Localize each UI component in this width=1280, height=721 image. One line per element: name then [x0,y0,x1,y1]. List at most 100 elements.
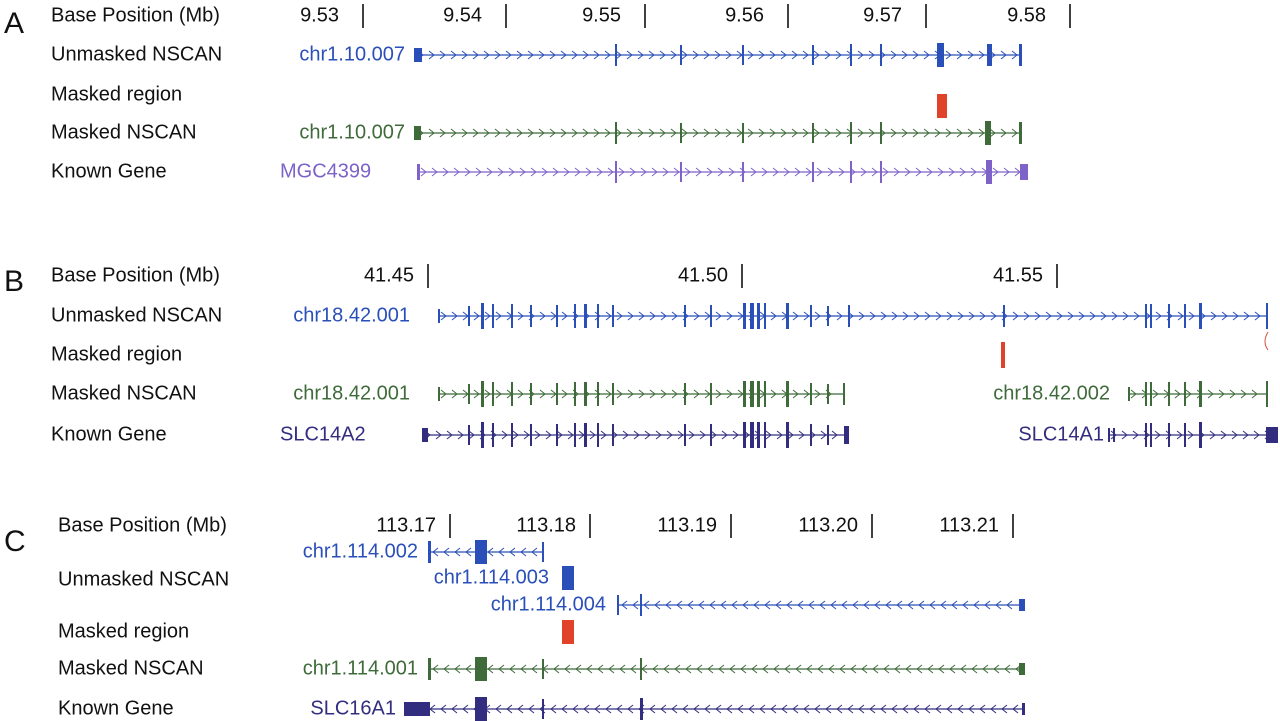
exon [1266,427,1278,443]
exon [1199,381,1202,407]
tick-label: 113.21 [939,514,999,536]
exon [481,303,484,329]
exon [1266,381,1268,407]
exon [1168,423,1170,447]
track-b-known-2: SLC14A1 [1018,422,1278,448]
strand-chevrons [417,128,1018,138]
exon [556,305,558,327]
row-label-masked-region: Masked region [51,83,182,105]
gene-name-label: chr18.42.001 [293,304,410,326]
exon [492,304,494,328]
exon [511,304,513,328]
track-b-masked-nscan-2: chr18.42.002 [993,381,1268,407]
exon [880,161,882,183]
track-c-unmasked-3: chr1.114.004 [491,593,1025,616]
track-c-masked-nscan: chr1.114.001 [303,657,1025,681]
exon [1150,382,1152,406]
exon [812,162,814,182]
exon [530,383,532,405]
tick-label: 9.56 [725,4,764,26]
exon [1199,303,1202,329]
exon [750,303,754,329]
exon [574,382,576,406]
exon [468,384,470,404]
track-b-known-1: SLC14A2 [280,422,849,448]
row-label-base-position: Base Position (Mb) [51,264,220,286]
exon [880,44,882,66]
exon [680,45,682,65]
row-label-unmasked: Unmasked NSCAN [51,304,222,326]
row-label-masked-region: Masked region [51,343,182,365]
exon [1019,122,1022,144]
exon [542,659,544,679]
gene-name-label: SLC16A1 [310,697,396,719]
exon [757,381,760,407]
row-label-base-position: Base Position (Mb) [58,514,227,536]
exon [530,305,532,327]
exon [574,423,576,447]
exon [562,566,574,590]
tick-label: 9.54 [443,4,482,26]
strand-chevrons [621,600,1013,610]
gene-name-label: chr1.10.007 [299,121,405,143]
exon [750,422,754,448]
exon [843,383,845,405]
tick-label: 9.58 [1007,4,1046,26]
strand-chevrons [432,664,1022,674]
exon [556,424,558,446]
tick-label: 113.17 [376,514,436,536]
exon [850,44,852,66]
exon [810,424,812,446]
exon [786,303,789,329]
exon [492,423,494,447]
exon [810,305,812,327]
exon [1022,703,1025,715]
exon [812,123,814,143]
panel-a: A Base Position (Mb) Unmasked NSCAN Masked … [4,4,1071,184]
exon [985,121,991,145]
gene-name-label: chr1.114.002 [303,540,418,562]
exon [1019,44,1022,66]
track-b-masked-nscan-1: chr18.42.001 [293,381,845,407]
exon [684,305,686,327]
exon [827,306,829,326]
exon [414,126,421,140]
tick-label: 113.20 [798,514,858,536]
exon [481,381,484,407]
tick-label: 113.19 [657,514,717,536]
exon [475,540,487,564]
gene-name-label: chr1.114.003 [434,566,549,588]
masked-region-block [1001,342,1005,368]
exon [615,161,617,183]
exon [615,122,617,144]
row-label-masked-nscan: Masked NSCAN [51,382,197,404]
exon [786,381,789,407]
exon [584,382,587,406]
exon [1150,423,1152,447]
exon [680,162,682,182]
exon [937,43,944,67]
tick-label: 41.55 [993,264,1043,286]
exon [743,303,746,329]
exon [542,699,544,719]
exon [684,383,686,405]
exon [530,424,532,446]
exon [1150,304,1152,328]
exon [757,422,760,448]
track-a-unmasked: chr1.10.007 [299,43,1022,67]
gene-name-label: chr1.10.007 [299,43,405,65]
exon [848,305,850,327]
track-c-masked-region [562,620,574,644]
row-label-known-gene: Known Gene [58,697,174,719]
exon [1020,164,1028,180]
exon [1019,599,1025,611]
gene-name-label: chr1.114.004 [491,593,606,615]
strand-chevrons [1110,430,1271,440]
track-c-unmasked-2: chr1.114.003 [434,566,574,590]
exon [597,423,599,447]
exon [750,381,754,407]
exon [492,382,494,406]
exon [684,424,686,446]
row-label-masked-region: Masked region [58,620,189,642]
row-label-masked-nscan: Masked NSCAN [58,657,204,679]
